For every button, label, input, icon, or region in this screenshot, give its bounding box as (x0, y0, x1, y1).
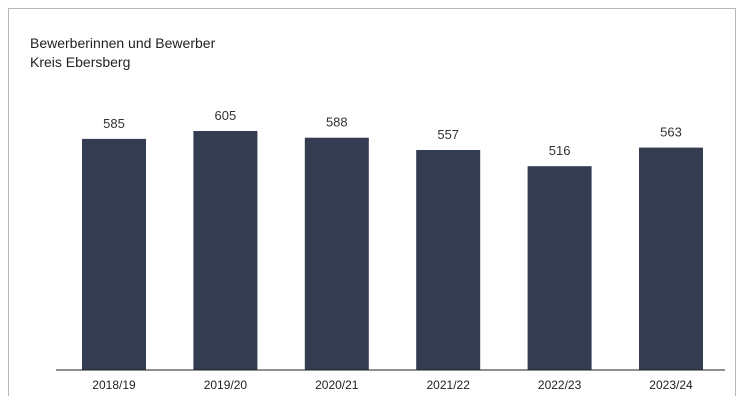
x-tick-label: 2019/20 (204, 378, 248, 392)
value-label: 563 (660, 125, 682, 140)
chart-frame (8, 8, 736, 396)
bar-2023-24 (639, 147, 703, 370)
chart-title: Bewerberinnen und Bewerber (30, 35, 216, 51)
value-label: 557 (437, 127, 459, 142)
bar-2018-19 (82, 138, 146, 370)
bar-2021-22 (416, 150, 481, 370)
value-label: 588 (326, 115, 348, 130)
value-label: 516 (549, 143, 571, 158)
x-tick-label: 2021/22 (427, 378, 471, 392)
value-labels-group: 585 605 588 557 516 563 (103, 108, 682, 158)
value-label: 585 (103, 116, 125, 131)
bar-2022-23 (527, 166, 592, 370)
x-tick-label: 2020/21 (315, 378, 359, 392)
x-tick-label: 2022/23 (538, 378, 582, 392)
x-tick-labels-group: 2018/19 2019/20 2020/21 2021/22 2022/23 2023/… (92, 378, 693, 392)
value-label: 605 (215, 108, 237, 123)
bars-group (82, 131, 703, 370)
x-tick-label: 2023/24 (649, 378, 693, 392)
bar-2019-20 (193, 131, 258, 370)
chart-subtitle: Kreis Ebersberg (30, 54, 131, 70)
x-tick-label: 2018/19 (92, 378, 136, 392)
bar-2020-21 (304, 137, 369, 370)
chart-title-block: Bewerberinnen und Bewerber Kreis Ebersbe… (30, 34, 215, 72)
